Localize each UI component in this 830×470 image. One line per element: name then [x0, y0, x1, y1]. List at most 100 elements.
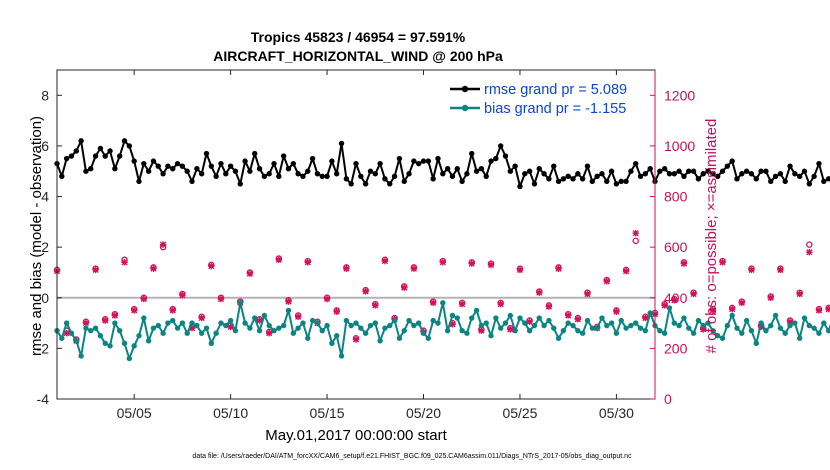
- rmse-point: [584, 163, 591, 169]
- obs-assimilated-point: [719, 259, 726, 266]
- rmse-point: [536, 166, 542, 172]
- rmse-point: [705, 168, 711, 174]
- bias-point: [604, 322, 610, 329]
- bias-line: [56, 301, 830, 360]
- bias-point: [78, 353, 84, 359]
- rmse-point: [184, 168, 190, 174]
- obs-assimilated-point: [179, 292, 186, 299]
- obs-assimilated-point: [680, 260, 688, 267]
- bias-point: [131, 343, 137, 349]
- rmse-point: [565, 173, 571, 179]
- rmse-point: [218, 160, 224, 167]
- rmse-point: [155, 163, 161, 169]
- obs-assimilated-point: [806, 249, 813, 256]
- rmse-point: [290, 160, 297, 167]
- y-right-tick-label: 200: [664, 340, 688, 356]
- footer-data-file: data file: /Users/raeder/DAI/ATM_forcXX/…: [192, 453, 632, 460]
- bias-point: [362, 330, 369, 336]
- obs-assimilated-point: [352, 336, 360, 343]
- rmse-point: [387, 181, 393, 187]
- rmse-point: [396, 155, 403, 162]
- rmse-point: [753, 176, 759, 182]
- rmse-point: [165, 163, 171, 169]
- obs-assimilated-point: [449, 321, 456, 328]
- rmse-point: [59, 173, 65, 179]
- obs-assimilated-point: [516, 266, 524, 274]
- obs-assimilated-point: [738, 299, 746, 307]
- rmse-point: [473, 168, 480, 174]
- bias-point: [710, 327, 716, 334]
- rmse-point: [141, 160, 147, 167]
- rmse-point: [126, 143, 133, 149]
- bias-point: [579, 330, 586, 336]
- obs-assimilated-point: [584, 290, 591, 298]
- bias-point: [599, 315, 605, 321]
- bias-point: [507, 312, 514, 319]
- bias-point: [671, 320, 677, 326]
- rmse-point: [714, 173, 721, 179]
- rmse-point: [657, 168, 663, 174]
- bias-point: [411, 322, 417, 329]
- rmse-point: [174, 160, 181, 167]
- obs-assimilated-point: [613, 308, 620, 315]
- bias-point: [271, 327, 277, 334]
- rmse-point: [570, 176, 576, 182]
- bias-point: [252, 315, 258, 321]
- bias-point: [319, 327, 325, 334]
- bias-point: [734, 325, 740, 331]
- bias-point: [546, 317, 552, 324]
- bias-point: [681, 315, 687, 321]
- bias-point: [821, 320, 827, 326]
- rmse-point: [637, 173, 644, 179]
- bias-point: [811, 325, 817, 331]
- bias-point: [743, 317, 750, 324]
- bias-point: [825, 327, 830, 334]
- bias-point: [488, 333, 494, 339]
- y-left-tick-label: 6: [41, 138, 49, 154]
- obs-assimilated-point: [401, 284, 408, 291]
- bias-point: [329, 340, 335, 347]
- rmse-point: [300, 173, 306, 179]
- bias-point: [768, 322, 774, 329]
- bias-point: [647, 310, 653, 316]
- obs-assimilated-point: [159, 241, 167, 248]
- rmse-point: [102, 153, 108, 159]
- rmse-point: [633, 160, 639, 167]
- bias-point: [309, 317, 316, 324]
- bias-point: [666, 305, 673, 311]
- obs-assimilated-point: [121, 259, 128, 266]
- y-left-tick-label: 4: [41, 189, 49, 205]
- bias-point: [628, 322, 634, 329]
- legend: rmse grand pr = 5.089 bias grand pr = -1…: [450, 82, 627, 117]
- rmse-point: [555, 178, 562, 185]
- bias-point: [141, 315, 147, 321]
- rmse-point: [348, 181, 354, 187]
- bias-point: [63, 320, 70, 326]
- rmse-point: [604, 178, 610, 185]
- bias-point: [305, 335, 311, 341]
- bias-point: [343, 317, 350, 324]
- rmse-point: [724, 163, 731, 169]
- chart-subtitle: AIRCRAFT_HORIZONTAL_WIND @ 200 hPa: [213, 48, 503, 64]
- bias-point: [174, 325, 181, 331]
- bias-point: [473, 307, 480, 314]
- obs-assimilated-point: [246, 270, 254, 277]
- bias-point: [391, 317, 398, 324]
- bias-point: [782, 330, 788, 336]
- rmse-point: [150, 158, 157, 164]
- obs-possible-point: [632, 237, 639, 245]
- legend-bias-marker: [461, 104, 469, 112]
- y-left-tick-label: 2: [41, 239, 49, 255]
- rmse-point: [203, 150, 210, 157]
- rmse-point: [579, 176, 586, 182]
- bias-point: [218, 320, 224, 326]
- bias-point: [522, 320, 528, 326]
- bias-point: [353, 320, 359, 326]
- rmse-point: [560, 176, 567, 182]
- rmse-point: [121, 138, 128, 144]
- rmse-point: [252, 150, 258, 157]
- bias-point: [676, 322, 682, 329]
- legend-bias-label: bias grand pr = -1.155: [484, 101, 626, 117]
- rmse-point: [512, 163, 518, 169]
- bias-point: [724, 322, 731, 329]
